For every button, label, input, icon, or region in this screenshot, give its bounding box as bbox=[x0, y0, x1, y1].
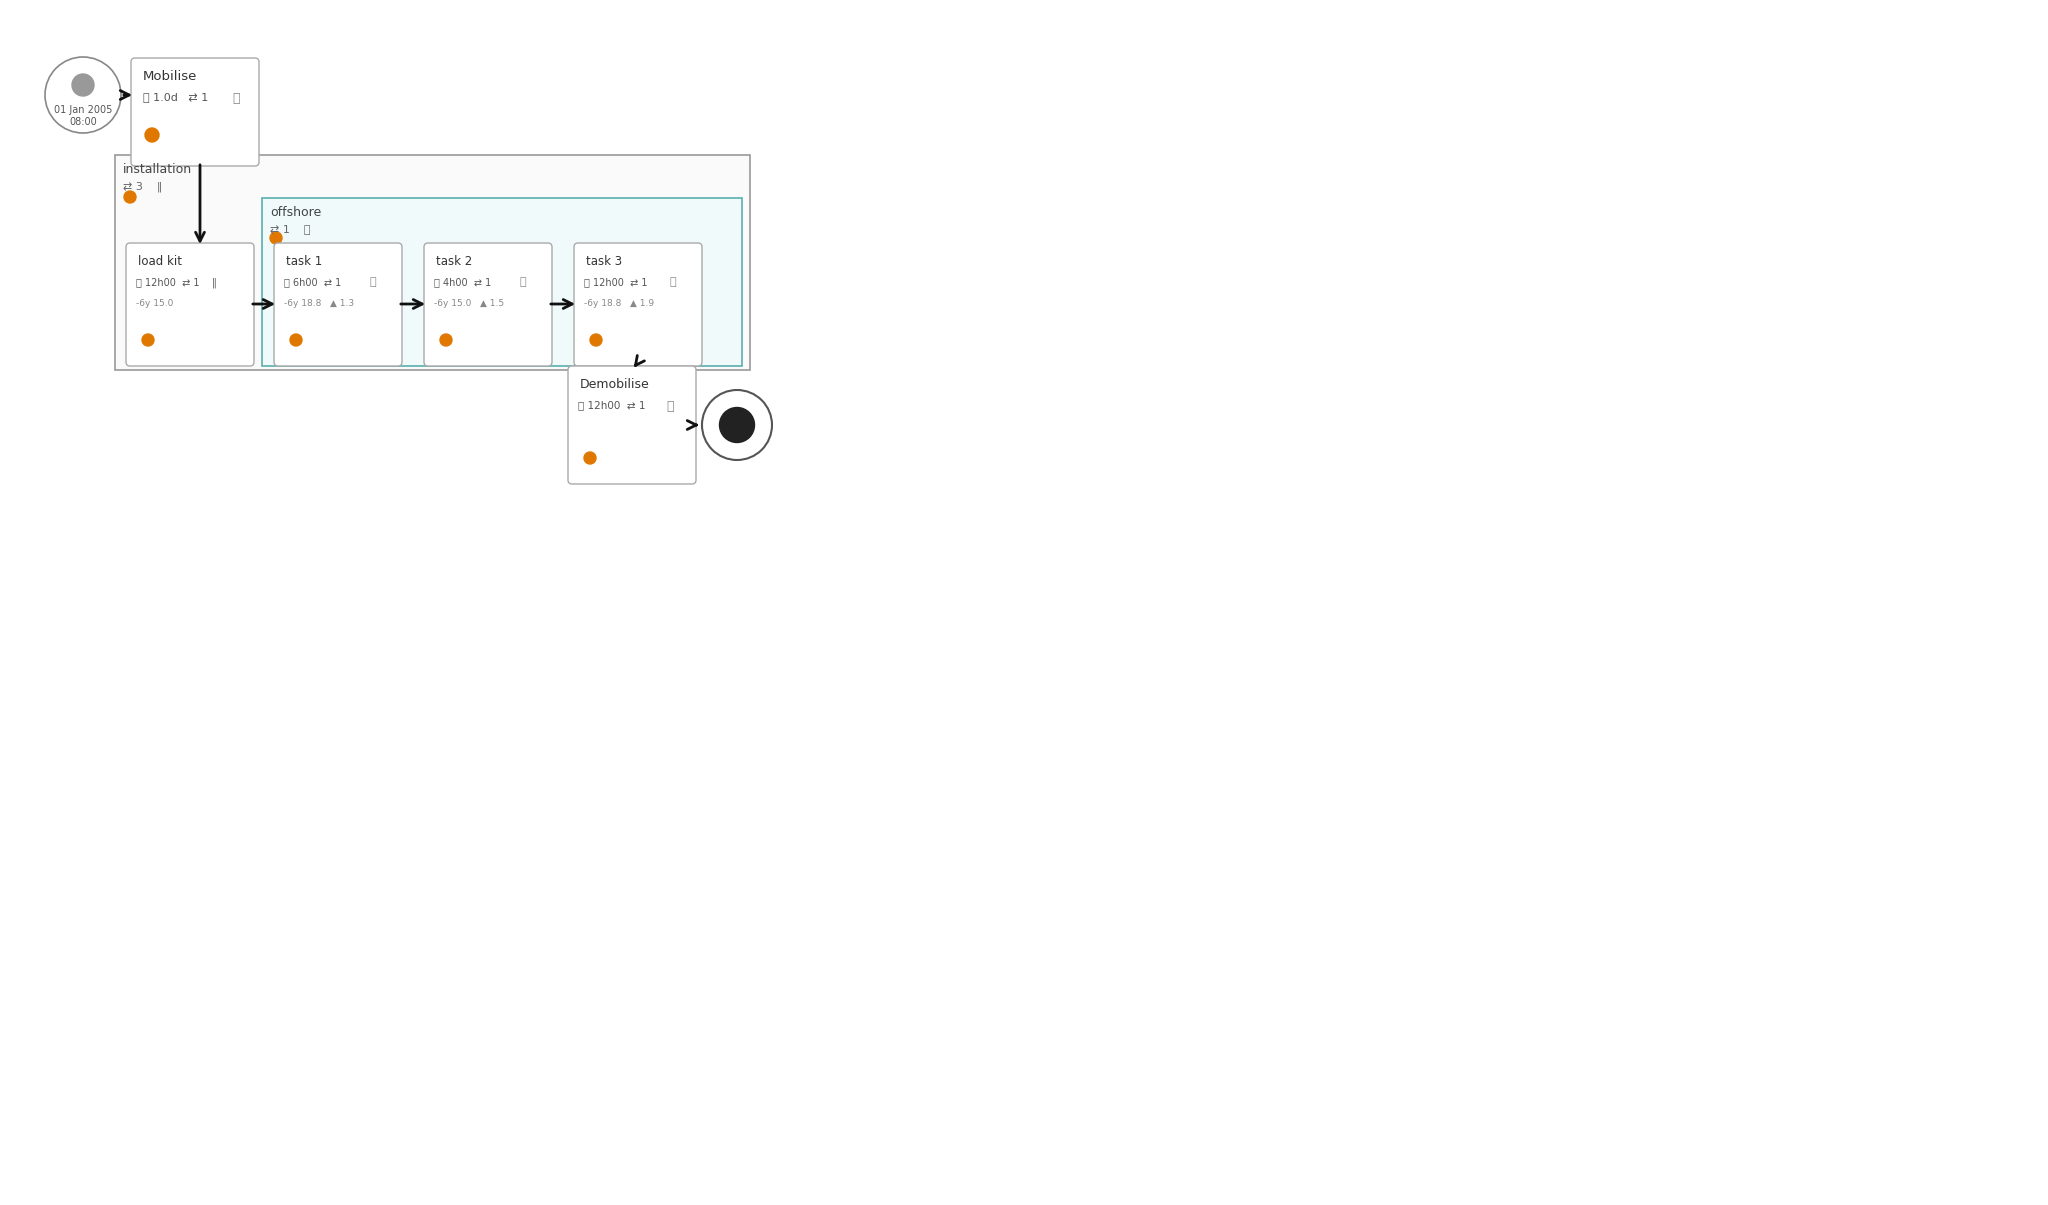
Text: task 3: task 3 bbox=[586, 255, 623, 268]
Text: ⏱ 1.0d   ⇄ 1: ⏱ 1.0d ⇄ 1 bbox=[143, 92, 209, 102]
Text: -6y 18.8   ▲ 1.3: -6y 18.8 ▲ 1.3 bbox=[285, 299, 354, 308]
Text: Ⓝ: Ⓝ bbox=[371, 277, 377, 287]
Text: ⇄ 1    Ⓝ: ⇄ 1 Ⓝ bbox=[270, 224, 311, 234]
Text: load kit: load kit bbox=[137, 255, 182, 268]
Text: installation: installation bbox=[123, 163, 193, 176]
Text: Demobilise: Demobilise bbox=[580, 378, 649, 390]
Circle shape bbox=[291, 334, 301, 346]
Text: ⏱ 6h00  ⇄ 1: ⏱ 6h00 ⇄ 1 bbox=[285, 277, 342, 287]
FancyBboxPatch shape bbox=[131, 58, 258, 166]
Text: Ⓝ: Ⓝ bbox=[670, 277, 676, 287]
Text: 08:00: 08:00 bbox=[70, 117, 96, 127]
Text: ⏱ 4h00  ⇄ 1: ⏱ 4h00 ⇄ 1 bbox=[434, 277, 492, 287]
Text: -6y 15.0: -6y 15.0 bbox=[135, 299, 174, 308]
FancyBboxPatch shape bbox=[567, 366, 696, 484]
Text: ⏱ 12h00  ⇄ 1: ⏱ 12h00 ⇄ 1 bbox=[578, 400, 645, 410]
Text: ⏱ 12h00  ⇄ 1: ⏱ 12h00 ⇄ 1 bbox=[584, 277, 647, 287]
FancyBboxPatch shape bbox=[573, 243, 702, 366]
Bar bbox=[262, 198, 741, 366]
Text: task 1: task 1 bbox=[287, 255, 322, 268]
Circle shape bbox=[72, 74, 94, 96]
Text: task 2: task 2 bbox=[436, 255, 473, 268]
Text: Ⓝ: Ⓝ bbox=[520, 277, 526, 287]
Text: ⏱ 12h00  ⇄ 1    ‖: ⏱ 12h00 ⇄ 1 ‖ bbox=[135, 277, 217, 288]
Text: -6y 15.0   ▲ 1.5: -6y 15.0 ▲ 1.5 bbox=[434, 299, 504, 308]
Text: Ⓝ: Ⓝ bbox=[666, 400, 674, 413]
Text: Ⓝ: Ⓝ bbox=[231, 92, 240, 105]
Circle shape bbox=[590, 334, 602, 346]
Circle shape bbox=[719, 407, 754, 442]
Circle shape bbox=[440, 334, 453, 346]
Text: ⇄ 3    ‖: ⇄ 3 ‖ bbox=[123, 181, 162, 192]
Text: 01 Jan 2005: 01 Jan 2005 bbox=[53, 105, 113, 114]
FancyBboxPatch shape bbox=[127, 243, 254, 366]
Circle shape bbox=[270, 233, 283, 243]
FancyBboxPatch shape bbox=[274, 243, 401, 366]
Circle shape bbox=[584, 452, 596, 464]
FancyBboxPatch shape bbox=[424, 243, 553, 366]
Circle shape bbox=[141, 334, 154, 346]
Circle shape bbox=[125, 192, 135, 202]
Circle shape bbox=[145, 128, 160, 142]
Text: -6y 18.8   ▲ 1.9: -6y 18.8 ▲ 1.9 bbox=[584, 299, 653, 308]
Text: Mobilise: Mobilise bbox=[143, 70, 197, 83]
Text: offshore: offshore bbox=[270, 206, 322, 219]
Bar bbox=[115, 155, 750, 370]
